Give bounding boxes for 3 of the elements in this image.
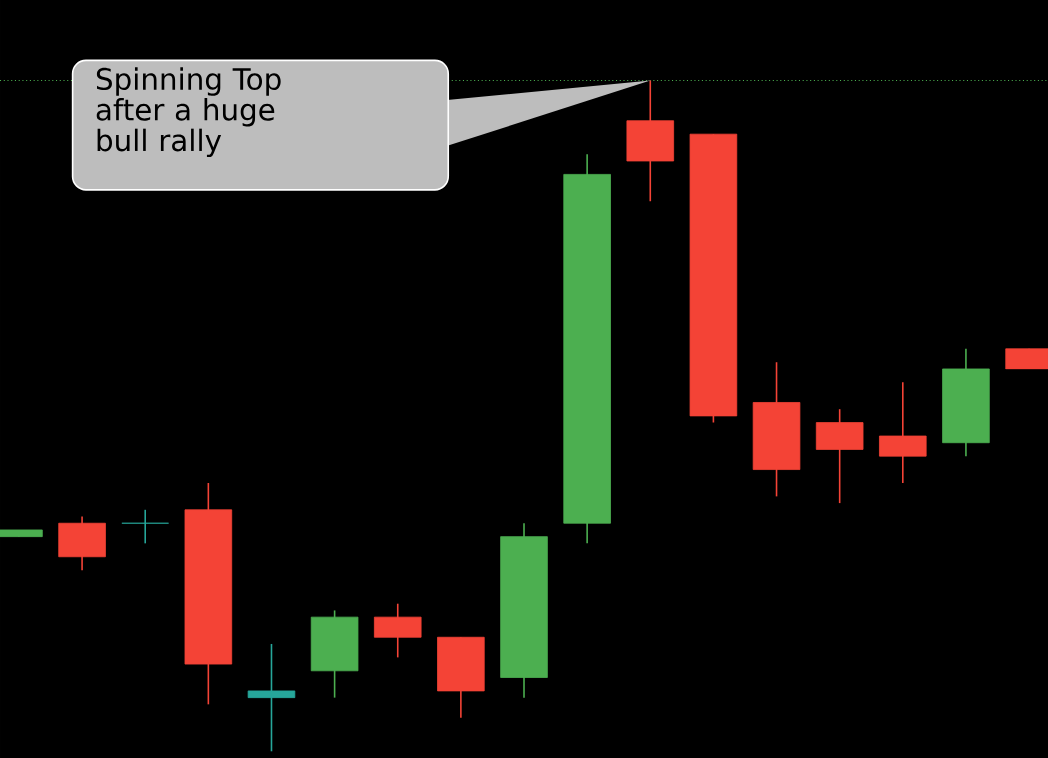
- candlestick: [121, 509, 169, 545]
- candlestick: [247, 643, 296, 753]
- annotation: Spinning Top after a huge bull rally: [96, 67, 281, 158]
